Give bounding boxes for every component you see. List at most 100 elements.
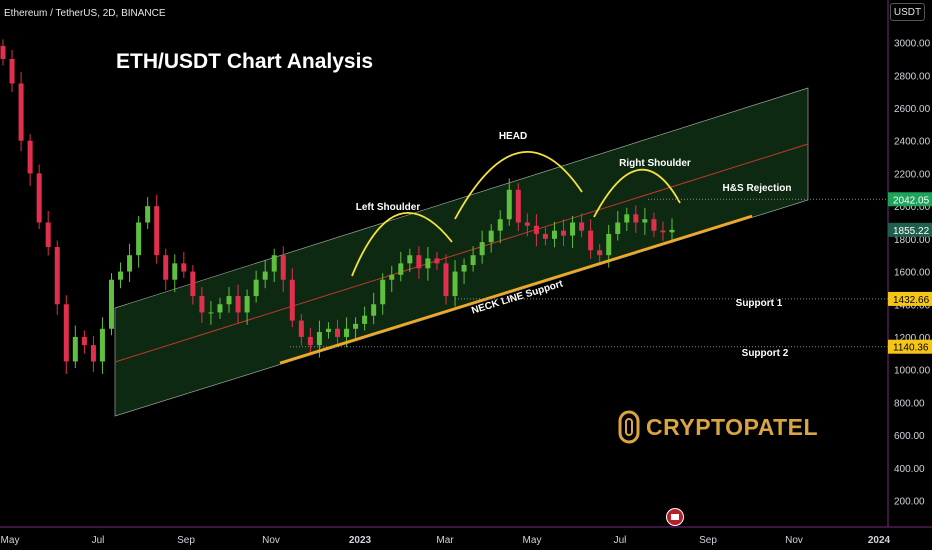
candle-body [362, 315, 368, 324]
x-tick-label: Mar [436, 535, 454, 546]
candle-body [579, 222, 585, 231]
candle-body [615, 222, 621, 234]
candle-body [298, 320, 304, 337]
price-label-bg [888, 192, 932, 207]
left-shoulder-label: Left Shoulder [356, 202, 421, 213]
candle-body [344, 328, 350, 337]
candle-body [307, 336, 313, 346]
candle-body [190, 271, 196, 297]
y-tick-label: 2400.00 [894, 137, 931, 148]
hs-rejection-label: H&S Rejection [723, 183, 792, 194]
candle-body [389, 274, 395, 280]
candle-body [597, 250, 603, 256]
price-label: 1140.36 [893, 343, 929, 354]
x-tick-label: Sep [699, 535, 717, 546]
candle-body [398, 263, 404, 275]
candle-body [63, 304, 69, 362]
candle-body [588, 230, 594, 251]
x-tick-label: May [1, 535, 20, 546]
head-arc [454, 151, 583, 220]
candle-body [353, 323, 359, 329]
candle-body [18, 83, 24, 141]
x-tick-label: Nov [785, 535, 803, 546]
y-tick-label: 1800.00 [894, 235, 931, 246]
candle-body [289, 279, 295, 321]
candle-body [452, 271, 458, 297]
y-tick-label: 1200.00 [894, 333, 931, 344]
candle-body [542, 233, 548, 239]
candle-body [36, 173, 42, 223]
candle-body [45, 222, 51, 248]
candle-body [371, 304, 377, 316]
candle-body [470, 255, 476, 266]
brand-name: CRYPTOPATEL [646, 413, 819, 440]
candle-body [570, 222, 576, 236]
price-label-bg [888, 291, 932, 306]
candle-body [407, 255, 413, 264]
candle-body [316, 332, 322, 346]
candle-body [136, 222, 142, 256]
candle-body [461, 265, 467, 272]
left-shoulder-arc [351, 212, 453, 277]
candle-body [54, 247, 60, 305]
brand-logo: CRYPTOPATEL [618, 410, 818, 444]
chart-title: ETH/USDT Chart Analysis [116, 50, 374, 73]
candle-body [660, 230, 666, 233]
candle-body [669, 229, 675, 233]
candle-body [497, 219, 503, 231]
price-label-bg [888, 339, 932, 354]
candle-body [624, 214, 630, 223]
candle-body [99, 328, 105, 362]
y-tick-label: 1000.00 [894, 366, 931, 377]
candle-body [651, 219, 657, 231]
currency-selector[interactable]: USDT [890, 3, 925, 21]
flag-icon[interactable] [666, 508, 684, 526]
candle-body [181, 263, 187, 272]
candle-body [325, 328, 331, 333]
candle-body [118, 271, 124, 280]
candle-body [226, 296, 232, 305]
x-tick-label: Jul [92, 535, 105, 546]
candle-body [416, 255, 422, 269]
price-label: 1432.66 [893, 295, 930, 306]
candle-body [561, 230, 567, 236]
y-tick-label: 800.00 [894, 398, 925, 409]
candle-body [127, 255, 133, 272]
y-tick-label: 1600.00 [894, 268, 931, 279]
candle-body [163, 255, 169, 280]
support1-label: Support 1 [736, 298, 783, 309]
x-tick-label: Nov [262, 535, 280, 546]
head-label: HEAD [499, 131, 527, 142]
candle-body [533, 225, 539, 234]
x-tick-label: Sep [177, 535, 195, 546]
y-tick-label: 2800.00 [894, 71, 931, 82]
candle-body [27, 140, 33, 174]
y-tick-label: 400.00 [894, 464, 925, 475]
candle-body [271, 255, 277, 272]
candle-body [108, 279, 114, 329]
candle-body [154, 206, 160, 256]
candle-body [633, 214, 639, 223]
candle-body [90, 345, 96, 362]
candle-body [253, 279, 259, 297]
candle-body [81, 336, 87, 346]
right-shoulder-label: Right Shoulder [619, 158, 691, 169]
candle-body [280, 255, 286, 280]
candle-body [443, 263, 449, 297]
candle-body [217, 304, 223, 313]
y-tick-label: 3000.00 [894, 39, 931, 50]
right-shoulder-arc [593, 168, 681, 218]
candle-body [145, 206, 151, 223]
candle-body [524, 222, 530, 226]
candle-body [642, 219, 648, 223]
candle-body [235, 296, 241, 313]
price-label-bg [888, 222, 932, 237]
symbol-header: Ethereum / TetherUS, 2D, BINANCE [4, 8, 166, 19]
candle-body [515, 189, 521, 223]
candle-body [0, 45, 6, 59]
candle-body [208, 312, 214, 314]
channel-midline [114, 143, 809, 363]
candle-body [506, 189, 512, 220]
candle-body [172, 263, 178, 280]
